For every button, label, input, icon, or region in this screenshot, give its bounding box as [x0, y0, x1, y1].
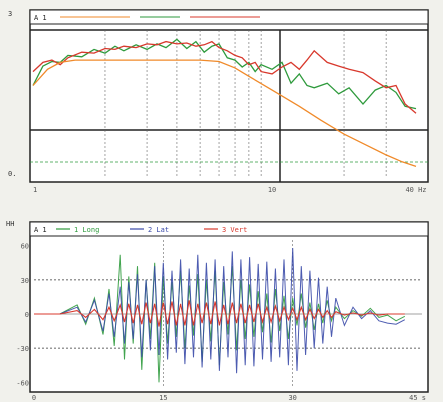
time-history-legend-bar — [29, 221, 429, 237]
time-history-y-ticks: 60 30 0 -30 -60 — [16, 243, 29, 388]
time-history-y-tick-label: 60 — [21, 243, 29, 251]
time-history-series-long — [34, 254, 406, 383]
spectrum-side-top-label: 3 — [8, 10, 12, 18]
time-history-plot-frame — [29, 221, 429, 393]
time-history-x-tick-label: 45 s — [409, 394, 426, 402]
time-history-x-tick-label: 30 — [288, 394, 296, 402]
spectrum-x-tick-label: 40 Hz — [405, 186, 426, 194]
time-history-series-lat — [34, 247, 406, 374]
spectrum-series-group — [32, 38, 417, 168]
time-history-y-tick-label: -30 — [16, 345, 29, 353]
time-history-legend: 1 Long 2 Lat 3 Vert — [56, 226, 247, 234]
time-history-legend-title: A 1 — [34, 226, 47, 234]
spectrum-x-tick-label: 10 — [268, 186, 276, 194]
spectrum-series-line-2 — [32, 59, 417, 168]
spectrum-legend-title: A 1 — [34, 14, 47, 22]
spectrum-plot-frame — [29, 9, 429, 183]
time-history-x-tick-label: 15 — [159, 394, 167, 402]
time-history-series-group — [34, 247, 406, 383]
time-history-series-vert — [34, 300, 405, 327]
time-history-y-tick-label: -60 — [16, 379, 29, 387]
spectrum-chart: 3 0. A 1 1 10 40 Hz — [0, 0, 443, 200]
time-history-y-tick-label: 0 — [25, 311, 29, 319]
time-history-y-tick-label: 30 — [21, 277, 29, 285]
time-history-x-ticks: 0 15 30 45 s — [32, 394, 426, 402]
time-history-x-tick-label: 0 — [32, 394, 36, 402]
spectrum-side-bottom-label: 0. — [8, 170, 16, 178]
time-history-chart: HH A 1 1 Long 2 Lat 3 Vert 60 30 0 -30 -60 0 15… — [0, 214, 443, 402]
time-history-legend-label: 2 Lat — [148, 226, 169, 234]
time-history-legend-label: 3 Vert — [222, 226, 247, 234]
spectrum-series-line-1 — [32, 40, 417, 114]
spectrum-x-tick-label: 1 — [33, 186, 37, 194]
time-history-side-mark: HH — [6, 220, 14, 228]
time-history-panel: HH A 1 1 Long 2 Lat 3 Vert 60 30 0 -30 -60 0 15… — [0, 214, 443, 402]
spectrum-panel: 3 0. A 1 1 10 40 Hz — [0, 0, 443, 200]
time-history-legend-label: 1 Long — [74, 226, 99, 234]
spectrum-series-line-0 — [32, 38, 417, 110]
spectrum-x-ticks: 1 10 40 Hz — [33, 186, 427, 194]
